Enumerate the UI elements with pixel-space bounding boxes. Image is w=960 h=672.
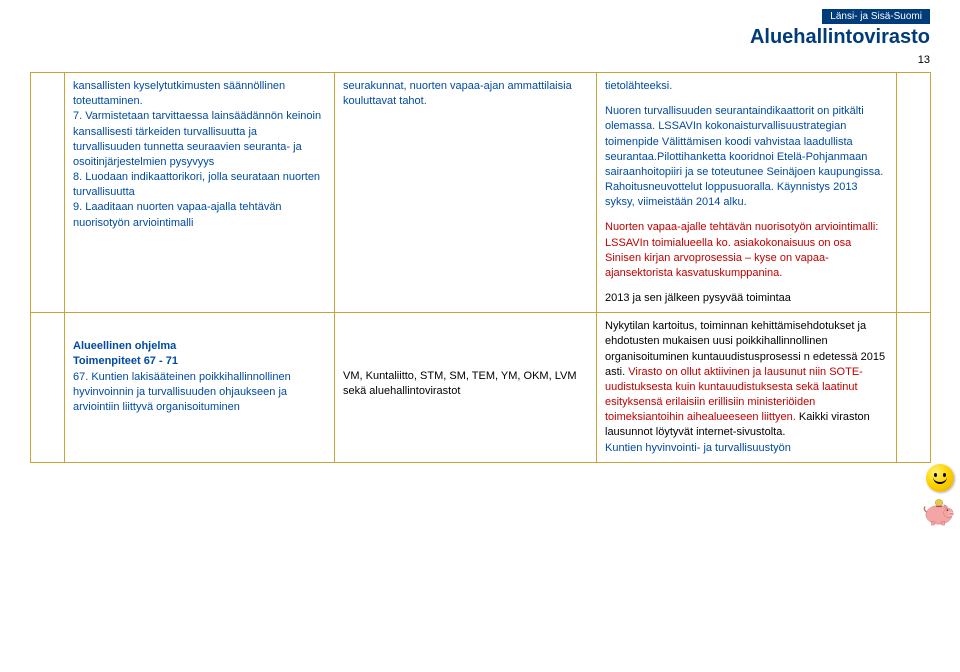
text-block: VM, Kuntaliitto, STM, SM, TEM, YM, OKM, … [343, 369, 588, 399]
agency-title: Aluehallintovirasto [750, 26, 930, 49]
page-number: 13 [918, 54, 930, 66]
text-block: 8. Luodaan indikaattorikori, jolla seura… [73, 170, 326, 200]
text-block: kansallisten kyselytutkimusten säännölli… [73, 79, 326, 109]
text-block: Nuoren turvallisuuden seurantaindikaatto… [605, 104, 888, 210]
region-badge: Länsi- ja Sisä-Suomi [822, 9, 930, 24]
text-block: seurakunnat, nuorten vapaa-ajan ammattil… [343, 79, 588, 109]
table-row: kansallisten kyselytutkimusten säännölli… [31, 73, 931, 313]
text-block: tietolähteeksi. [605, 79, 888, 94]
text-heading: Alueellinen ohjelma [73, 339, 326, 354]
left-gutter-cell [31, 313, 65, 463]
text-block: Nykytilan kartoitus, toiminnan kehittämi… [605, 319, 888, 440]
text-heading: Toimenpiteet 67 - 71 [73, 354, 326, 369]
text-block: Nuorten vapaa-ajalle tehtävän nuorisotyö… [605, 220, 888, 281]
text-block: 9. Laaditaan nuorten vapaa-ajalla tehtäv… [73, 200, 326, 230]
cell-actors: VM, Kuntaliitto, STM, SM, TEM, YM, OKM, … [335, 313, 597, 463]
text-block: 67. Kuntien lakisääteinen poikkihallinno… [73, 370, 326, 416]
text-block: Kuntien hyvinvointi- ja turvallisuustyön [605, 441, 888, 456]
table-row: Alueellinen ohjelma Toimenpiteet 67 - 71… [31, 313, 931, 463]
cell-status: Nykytilan kartoitus, toiminnan kehittämi… [597, 313, 897, 463]
cell-actors: seurakunnat, nuorten vapaa-ajan ammattil… [335, 73, 597, 313]
right-gutter-cell [897, 73, 931, 313]
piggy-bank-icon [920, 498, 958, 526]
cell-actions: Alueellinen ohjelma Toimenpiteet 67 - 71… [65, 313, 335, 463]
left-gutter-cell [31, 73, 65, 313]
text-block: 2013 ja sen jälkeen pysyvää toimintaa [605, 291, 888, 306]
page-header: Länsi- ja Sisä-Suomi Aluehallintovirasto [750, 6, 930, 49]
text-block: 7. Varmistetaan tarvittaessa lainsäädänn… [73, 109, 326, 170]
smiley-icon [926, 464, 954, 492]
right-gutter-cell [897, 313, 931, 463]
cell-actions: kansallisten kyselytutkimusten säännölli… [65, 73, 335, 313]
cell-status: tietolähteeksi. Nuoren turvallisuuden se… [597, 73, 897, 313]
content-table: kansallisten kyselytutkimusten säännölli… [30, 72, 931, 463]
